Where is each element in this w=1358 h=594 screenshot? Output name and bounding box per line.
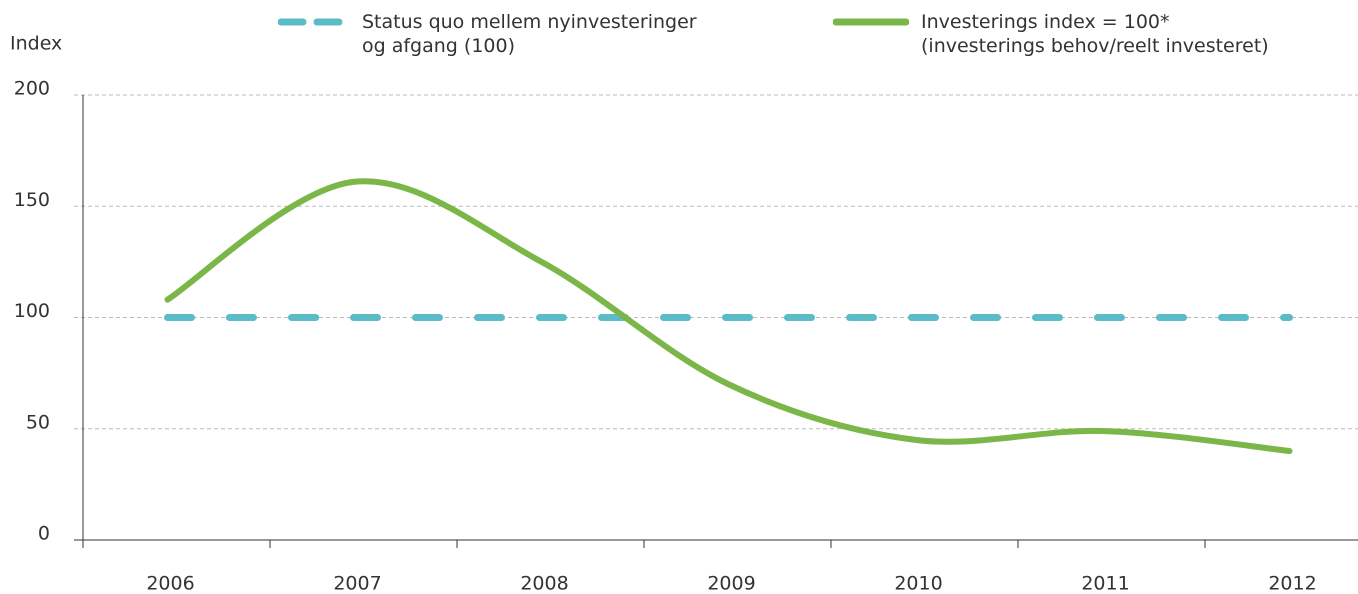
legend-label: Status quo mellem nyinvesteringer og afg… [362,11,697,57]
legend-swatch [278,18,350,26]
y-tick-label: 100 [14,300,50,322]
x-tick-label: 2006 [146,573,194,594]
y-tick-label: 200 [14,78,50,100]
x-tick-label: 2009 [707,573,755,594]
x-tick-label: 2008 [520,573,568,594]
y-tick-label: 50 [26,411,50,433]
x-tick-label: 2012 [1268,573,1316,594]
x-tick-label: 2007 [333,573,381,594]
x-tick-label: 2010 [894,573,942,594]
x-tick-label: 2011 [1081,573,1129,594]
y-axis-label: Index [10,33,62,55]
legend-label: Investerings index = 100* (investerings … [921,11,1269,57]
y-tick-label: 150 [14,189,50,211]
series-line [164,178,1293,454]
legend-item: Investerings index = 100* (investerings … [833,10,1269,58]
y-tick-label: 0 [38,523,50,545]
legend-item: Status quo mellem nyinvesteringer og afg… [278,10,697,58]
legend-swatch [833,18,909,26]
